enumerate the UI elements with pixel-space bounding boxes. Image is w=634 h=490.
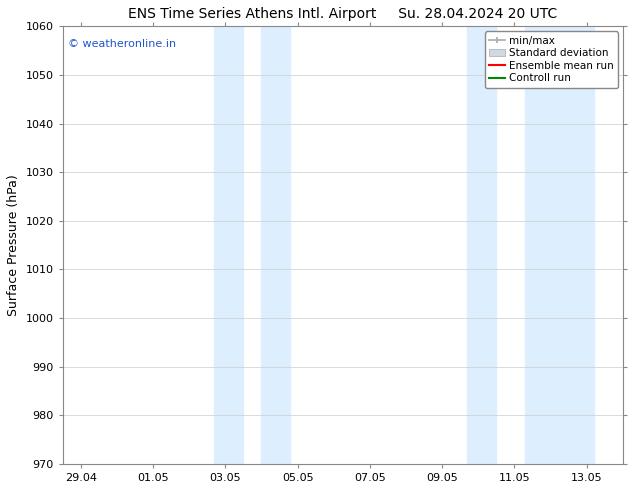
Bar: [467, 26, 496, 464]
Text: © weatheronline.in: © weatheronline.in: [68, 39, 176, 49]
Y-axis label: Surface Pressure (hPa): Surface Pressure (hPa): [7, 174, 20, 316]
Bar: [526, 26, 594, 464]
Title: ENS Time Series Athens Intl. Airport     Su. 28.04.2024 20 UTC: ENS Time Series Athens Intl. Airport Su.…: [128, 7, 557, 21]
Bar: [261, 26, 290, 464]
Bar: [214, 26, 243, 464]
Legend: min/max, Standard deviation, Ensemble mean run, Controll run: min/max, Standard deviation, Ensemble me…: [485, 31, 618, 88]
